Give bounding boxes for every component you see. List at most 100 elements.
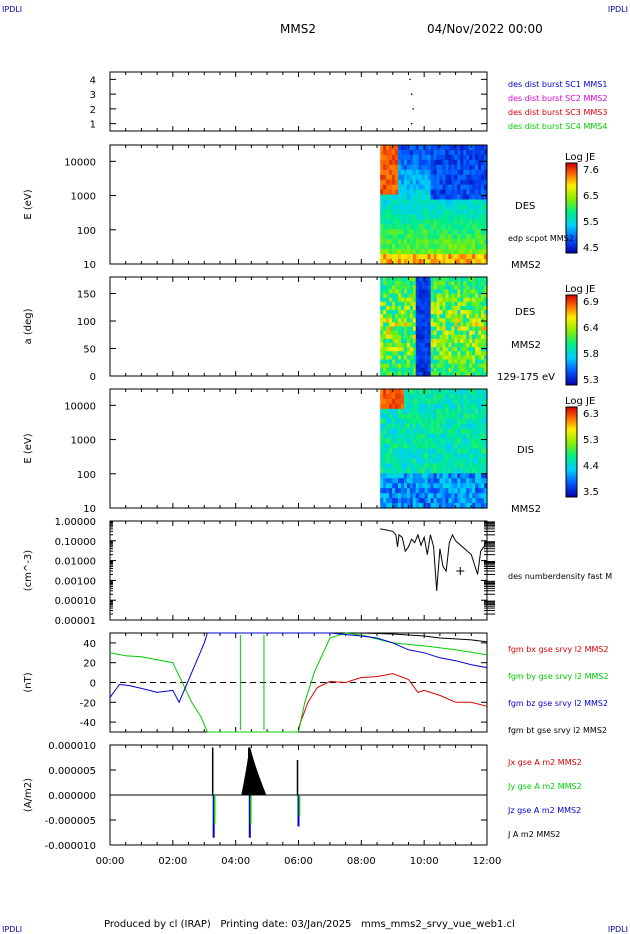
heatmap-cell — [463, 347, 467, 352]
heatmap-cell — [412, 413, 417, 420]
heatmap-cell — [472, 338, 476, 344]
heatmap-cell — [448, 234, 452, 240]
heatmap-cell — [433, 389, 438, 395]
heatmap-cell — [403, 326, 408, 332]
heatmap-cell — [412, 281, 417, 286]
heatmap-cell — [481, 305, 485, 311]
heatmap-cell — [478, 448, 482, 455]
heatmap-cell — [403, 363, 408, 369]
heatmap-cell — [484, 343, 488, 348]
heatmap-cell — [397, 189, 402, 196]
heatmap-cell — [457, 413, 461, 420]
heatmap-cell — [380, 305, 384, 311]
heatmap-cell — [421, 214, 426, 220]
heatmap-cell — [463, 293, 467, 299]
heatmap-cell — [469, 285, 473, 290]
heatmap-cell — [436, 249, 441, 255]
heatmap-cell — [400, 234, 405, 240]
heatmap-cell — [478, 229, 482, 235]
heatmap-cell — [389, 322, 393, 328]
heatmap-cell — [392, 244, 396, 250]
heatmap-cell — [412, 314, 417, 319]
heatmap-cell — [383, 389, 387, 395]
heatmap-cell — [454, 169, 458, 176]
heatmap-cell — [400, 398, 405, 405]
heatmap-cell — [424, 249, 429, 255]
heatmap-cell — [439, 234, 444, 240]
heatmap-cell — [406, 322, 411, 328]
burst-flag-point — [410, 93, 413, 95]
heatmap-cell — [466, 458, 470, 464]
colorbar-tick-label: 5.3 — [583, 435, 599, 446]
heatmap-cell — [463, 219, 467, 225]
heatmap-cell — [484, 174, 488, 181]
heatmap-cell — [389, 438, 393, 445]
heatmap-cell — [466, 334, 470, 340]
heatmap-cell — [454, 371, 458, 377]
heatmap-cell — [445, 184, 450, 191]
heatmap-cell — [427, 318, 432, 323]
heatmap-cell — [406, 478, 411, 484]
heatmap-cell — [427, 229, 432, 235]
heatmap-cell — [389, 403, 393, 410]
heatmap-cell — [478, 179, 482, 186]
heatmap-cell — [448, 347, 452, 352]
heatmap-cell — [392, 371, 396, 377]
heatmap-cell — [406, 330, 411, 336]
heatmap-cell — [436, 338, 441, 344]
heatmap-cell — [421, 164, 426, 171]
y-tick-label: 0.000010 — [48, 741, 96, 752]
heatmap-cell — [380, 297, 384, 303]
heatmap-cell — [454, 498, 458, 504]
heatmap-cell — [424, 149, 429, 156]
heatmap-cell — [460, 254, 464, 260]
heatmap-cell — [484, 239, 488, 245]
heatmap-cell — [472, 194, 476, 201]
heatmap-cell — [424, 224, 429, 230]
heatmap-cell — [454, 259, 458, 265]
heatmap-cell — [389, 214, 393, 220]
heatmap-cell — [403, 314, 408, 319]
field-series — [361, 632, 488, 643]
heatmap-cell — [380, 164, 384, 171]
heatmap-cell — [484, 259, 488, 265]
heatmap-cell — [436, 310, 441, 315]
heatmap-cell — [484, 277, 488, 282]
heatmap-cell — [395, 318, 399, 323]
heatmap-cell — [433, 174, 438, 181]
heatmap-cell — [436, 488, 441, 494]
heatmap-cell — [427, 418, 432, 425]
heatmap-cell — [392, 285, 396, 290]
heatmap-cell — [475, 204, 479, 211]
heatmap-cell — [481, 179, 485, 186]
heatmap-cell — [392, 281, 396, 286]
heatmap-cell — [442, 154, 447, 161]
heatmap-cell — [481, 326, 485, 332]
heatmap-cell — [460, 209, 464, 216]
heatmap-cell — [409, 326, 414, 332]
heatmap-cell — [442, 458, 447, 464]
heatmap-cell — [430, 318, 435, 323]
heatmap-cell — [445, 199, 450, 206]
heatmap-cell — [397, 159, 402, 166]
heatmap-cell — [481, 204, 485, 211]
heatmap-cell — [403, 367, 408, 373]
y-tick-label: -20 — [80, 698, 96, 709]
x-tick-label: 00:00 — [96, 856, 125, 867]
heatmap-cell — [463, 318, 467, 323]
heatmap-cell — [472, 229, 476, 235]
heatmap-cell — [427, 154, 432, 161]
heatmap-cell — [386, 398, 390, 405]
heatmap-cell — [400, 310, 405, 315]
heatmap-cell — [454, 463, 458, 469]
heatmap-cell — [427, 149, 432, 156]
heatmap-cell — [430, 355, 435, 361]
heatmap-cell — [475, 194, 479, 201]
heatmap-cell — [484, 393, 488, 400]
heatmap-cell — [466, 423, 470, 430]
heatmap-cell — [442, 423, 447, 430]
heatmap-cell — [415, 351, 420, 356]
heatmap-cell — [481, 254, 485, 260]
heatmap-cell — [433, 318, 438, 323]
heatmap-cell — [451, 184, 455, 191]
